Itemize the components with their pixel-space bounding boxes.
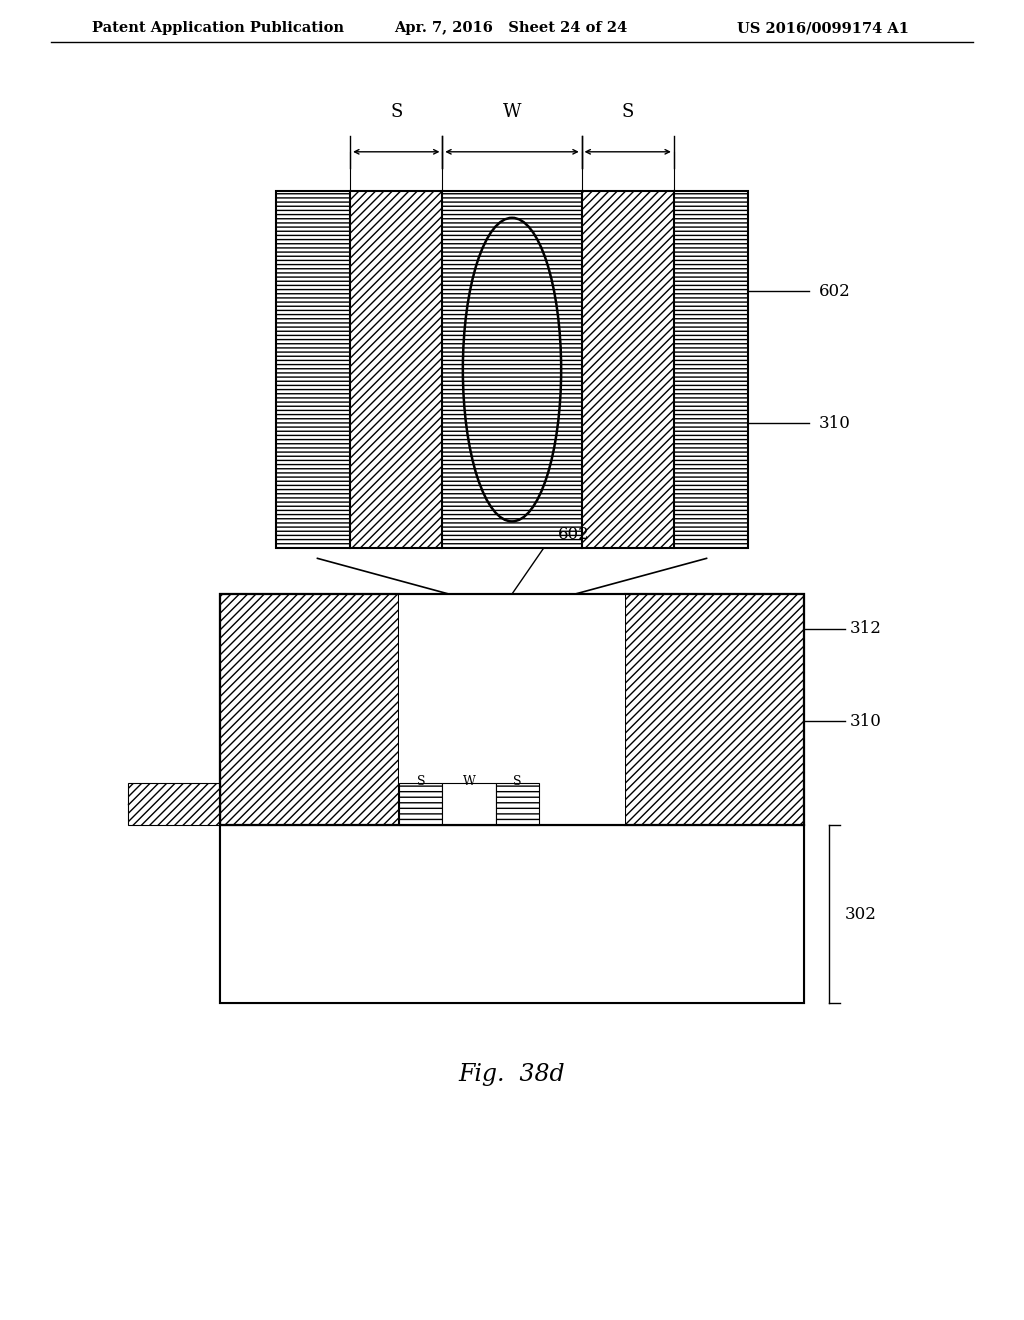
Text: S: S: [390, 103, 402, 121]
Text: Fig.  38c: Fig. 38c: [460, 700, 564, 722]
Bar: [220, 825, 804, 1003]
Bar: [220, 594, 804, 825]
Bar: [496, 783, 539, 825]
Text: S: S: [513, 775, 521, 788]
Text: W: W: [503, 103, 521, 121]
Bar: [582, 191, 674, 548]
Text: S: S: [417, 775, 425, 788]
Text: 310: 310: [819, 414, 851, 432]
Bar: [220, 594, 399, 825]
Bar: [128, 783, 220, 825]
Text: D: D: [410, 651, 423, 667]
Text: 310: 310: [850, 713, 882, 730]
Bar: [674, 191, 748, 548]
Bar: [442, 191, 582, 548]
Bar: [399, 594, 625, 783]
Bar: [276, 191, 748, 548]
Bar: [399, 783, 442, 825]
Bar: [399, 594, 625, 825]
Text: 312: 312: [496, 651, 528, 668]
Bar: [220, 594, 804, 825]
Text: 312: 312: [850, 620, 882, 638]
Text: US 2016/0099174 A1: US 2016/0099174 A1: [737, 21, 909, 36]
Bar: [350, 191, 442, 548]
Text: 602: 602: [558, 527, 590, 543]
Text: S: S: [622, 103, 634, 121]
Text: W: W: [463, 775, 475, 788]
Bar: [220, 825, 804, 1003]
Text: Apr. 7, 2016   Sheet 24 of 24: Apr. 7, 2016 Sheet 24 of 24: [394, 21, 628, 36]
Bar: [442, 783, 496, 825]
Text: 602: 602: [819, 282, 851, 300]
Bar: [625, 594, 804, 825]
Text: 302: 302: [845, 906, 877, 923]
Text: 3802: 3802: [162, 796, 205, 812]
Text: Patent Application Publication: Patent Application Publication: [92, 21, 344, 36]
Bar: [276, 191, 350, 548]
Text: Fig.  38d: Fig. 38d: [459, 1063, 565, 1085]
